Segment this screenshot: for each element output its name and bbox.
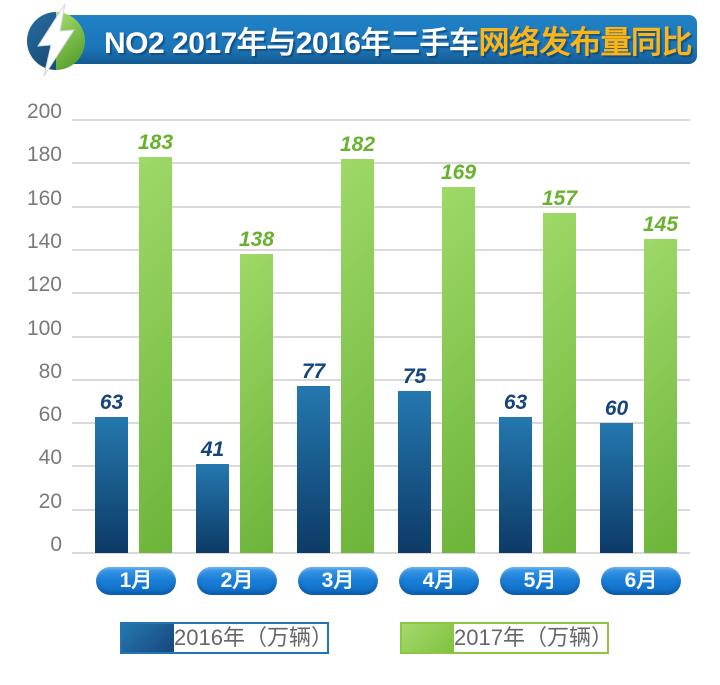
y-gridline — [72, 292, 690, 295]
y-axis-tick-label: 40 — [38, 446, 62, 470]
y-gridline — [72, 465, 690, 468]
legend-label-2016: 2016年（万辆） — [174, 624, 333, 652]
bar-value-label: 41 — [200, 438, 225, 461]
bar-value-label: 145 — [642, 213, 679, 236]
y-axis-tick-label: 20 — [38, 489, 62, 513]
bar-value-label: 182 — [339, 133, 376, 156]
bar-value-label: 157 — [541, 187, 578, 210]
y-axis-tick-label: 140 — [26, 229, 62, 253]
title-banner: NO2 2017年与2016年二手车 网络发布量同比 — [60, 15, 697, 64]
y-axis-tick-label: 80 — [38, 359, 62, 383]
category-pill: 2月 — [197, 567, 277, 595]
bar-2017 — [543, 213, 576, 553]
y-axis-tick-label: 160 — [26, 186, 62, 210]
bar-2017 — [240, 254, 273, 553]
y-gridline — [72, 162, 690, 165]
bar-value-label: 169 — [440, 161, 477, 184]
y-gridline — [72, 378, 690, 381]
y-axis-tick-label: 200 — [26, 100, 62, 123]
y-axis-tick-label: 100 — [26, 316, 62, 340]
bar-value-label: 63 — [99, 391, 124, 414]
y-axis-tick-label: 0 — [50, 533, 62, 556]
bar-2016 — [95, 417, 128, 553]
category-pill: 1月 — [96, 567, 176, 595]
category-pill: 4月 — [399, 567, 479, 595]
bar-2016 — [600, 423, 633, 553]
bar-2017 — [341, 159, 374, 553]
legend-item-2016: 2016年（万辆） — [120, 622, 333, 654]
bar-value-label: 183 — [137, 131, 174, 154]
bar-2017 — [139, 157, 172, 553]
y-axis-tick-label: 60 — [38, 403, 62, 427]
y-gridline — [72, 422, 690, 425]
legend-swatch-2017 — [402, 624, 454, 652]
page-title: NO2 2017年与2016年二手车 — [104, 26, 479, 60]
legend-item-2017: 2017年（万辆） — [400, 622, 613, 654]
y-gridline — [72, 248, 690, 251]
bar-value-label: 63 — [503, 391, 528, 414]
bar-2016 — [297, 386, 330, 553]
y-gridline — [72, 508, 690, 511]
category-pill: 6月 — [601, 567, 681, 595]
bar-value-label: 77 — [301, 360, 326, 383]
bar-2016 — [398, 391, 431, 553]
bar-value-label: 60 — [604, 397, 629, 420]
y-gridline — [72, 552, 690, 554]
category-pill: 5月 — [500, 567, 580, 595]
bar-2017 — [644, 239, 677, 553]
bar-2017 — [442, 187, 475, 553]
y-gridline — [72, 335, 690, 338]
bar-value-label: 138 — [238, 228, 275, 251]
bar-2016 — [196, 464, 229, 553]
lightning-bolt-icon — [23, 3, 89, 77]
legend-swatch-2016 — [122, 624, 174, 652]
bar-value-label: 75 — [402, 365, 427, 388]
y-gridline — [72, 205, 690, 208]
y-axis-tick-label: 120 — [26, 273, 62, 297]
legend-label-2017: 2017年（万辆） — [454, 624, 613, 652]
bar-2016 — [499, 417, 532, 553]
y-axis-tick-label: 180 — [26, 143, 62, 167]
category-pill: 3月 — [298, 567, 378, 595]
page-title-highlight: 网络发布量同比 — [478, 25, 693, 60]
y-gridline — [72, 119, 690, 121]
